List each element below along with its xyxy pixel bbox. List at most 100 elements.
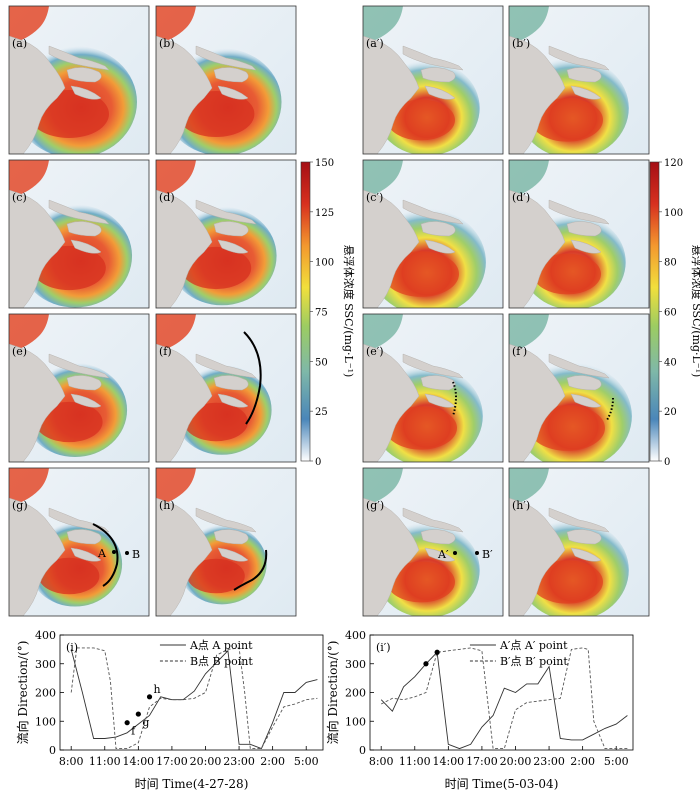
- ssc-plume-core: [187, 558, 245, 594]
- colorbar-left: 150 125 100 75 50 25 0: [300, 158, 334, 468]
- land-mainland: [9, 35, 66, 154]
- series-marker: [434, 649, 440, 655]
- land-north-shore: [548, 45, 610, 71]
- panel-label: (f): [159, 345, 172, 358]
- panel-label: (c): [12, 191, 27, 204]
- series-line-dashed: [380, 647, 628, 750]
- x-tick-label: 2:00: [570, 755, 595, 768]
- land-north-shore: [548, 353, 610, 379]
- land-mainland: [509, 189, 566, 308]
- land-chongming-island: [213, 221, 249, 237]
- map-panels: (a) (b) (c) (d) (e) (f) (g) A B (h) (a′) (b′) (c′) (d…: [8, 5, 650, 617]
- land-mainland: [9, 343, 66, 462]
- land-mainland: [9, 497, 66, 616]
- colorbar-tick-label: 20: [664, 407, 677, 418]
- land-mainland: [363, 189, 420, 308]
- colorbar-tick-label: 100: [315, 258, 334, 269]
- land-shoal: [217, 547, 249, 562]
- y-tick-label: 200: [35, 687, 56, 700]
- panel-label: (g): [12, 499, 28, 512]
- land-mainland: [363, 497, 420, 616]
- panel-label: (c′): [366, 191, 383, 204]
- ssc-plume-core: [383, 251, 459, 297]
- map-panel: (h): [155, 467, 297, 617]
- panel-frame: [8, 5, 150, 155]
- land-shoal: [570, 393, 602, 408]
- land-north-shore: [402, 45, 464, 71]
- land-shoal: [217, 393, 249, 408]
- x-tick-label: 17:00: [156, 755, 188, 768]
- land-shoal: [217, 85, 249, 100]
- panel-label: (h′): [512, 499, 530, 512]
- land-shoal: [570, 547, 602, 562]
- panel-label: (b): [159, 37, 175, 50]
- ssc-plume-core: [387, 561, 455, 603]
- northern-coastal-band: [509, 468, 549, 506]
- land-chongming-island: [420, 67, 456, 83]
- panel-frame: [362, 5, 504, 155]
- x-tick-label: 14:00: [432, 755, 464, 768]
- land-mainland: [363, 343, 420, 462]
- x-tick-label: 11:00: [399, 755, 431, 768]
- x-tick-label: 8:00: [59, 755, 84, 768]
- x-axis-label: 时间 Time(5-03-04): [445, 777, 559, 791]
- land-shoal: [424, 85, 456, 100]
- land-mainland: [156, 497, 213, 616]
- ssc-plume-core: [184, 402, 248, 442]
- northern-coastal-band: [156, 314, 196, 352]
- front-line: [233, 549, 268, 591]
- x-tick-label: 8:00: [369, 755, 394, 768]
- x-tick-label: 23:00: [533, 755, 565, 768]
- panel-label: (d′): [512, 191, 530, 204]
- colorbar-tick-label: 50: [315, 357, 328, 368]
- plot-frame: [59, 634, 324, 751]
- ssc-plume-core: [38, 557, 100, 595]
- panel-frame: [508, 313, 650, 463]
- chart-panel-label: (i′): [376, 641, 391, 654]
- northern-coastal-band: [509, 6, 549, 44]
- ssc-plume-core: [385, 406, 457, 450]
- y-tick-label: 300: [35, 658, 56, 671]
- map-panel: (b′): [508, 5, 650, 155]
- panel-frame: [362, 159, 504, 309]
- colorbar-tick-label: 120: [664, 158, 683, 169]
- panel-frame: [362, 313, 504, 463]
- panel-label: (d): [159, 191, 175, 204]
- land-shoal: [217, 239, 249, 254]
- land-chongming-island: [566, 221, 602, 237]
- colorbar-left-label: 悬浮体浓度 SSC/(mg·L⁻¹): [342, 245, 356, 378]
- land-chongming-island: [66, 221, 102, 237]
- land-shoal: [424, 547, 456, 562]
- land-mainland: [509, 497, 566, 616]
- map-panel: (e): [8, 313, 150, 463]
- x-tick-label: 23:00: [223, 755, 255, 768]
- land-north-shore: [195, 45, 257, 71]
- panel-frame: [508, 467, 650, 617]
- colorbar-tick-label: 100: [664, 208, 683, 219]
- colorbar-tick-label: 0: [664, 457, 670, 468]
- land-shoal: [70, 547, 102, 562]
- map-panel: (g) A B: [8, 467, 150, 617]
- y-tick-label: 400: [35, 629, 56, 642]
- land-shoal: [570, 239, 602, 254]
- northern-coastal-band: [363, 160, 403, 198]
- colorbar-right-gradient: [649, 161, 660, 462]
- land-chongming-island: [213, 67, 249, 83]
- x-tick-label: 20:00: [190, 755, 222, 768]
- land-shoal: [70, 85, 102, 100]
- northern-coastal-band: [9, 468, 49, 506]
- direction-chart-left: 0 100 200 300 400 8:00 11:00 14:00 17:00 20:00 23:…: [15, 629, 324, 791]
- northern-coastal-band: [363, 468, 403, 506]
- panel-frame: [8, 467, 150, 617]
- map-panel: (e′): [362, 313, 504, 463]
- ssc-plume-core: [531, 560, 603, 604]
- x-tick-label: 5:00: [294, 755, 319, 768]
- panel-label: (e): [12, 345, 27, 358]
- land-chongming-island: [566, 529, 602, 545]
- panel-frame: [155, 5, 297, 155]
- panel-label: (h): [159, 499, 175, 512]
- point-b-label: B: [132, 548, 140, 561]
- land-chongming-island: [566, 67, 602, 83]
- point-b-prime-label: B′: [482, 548, 493, 561]
